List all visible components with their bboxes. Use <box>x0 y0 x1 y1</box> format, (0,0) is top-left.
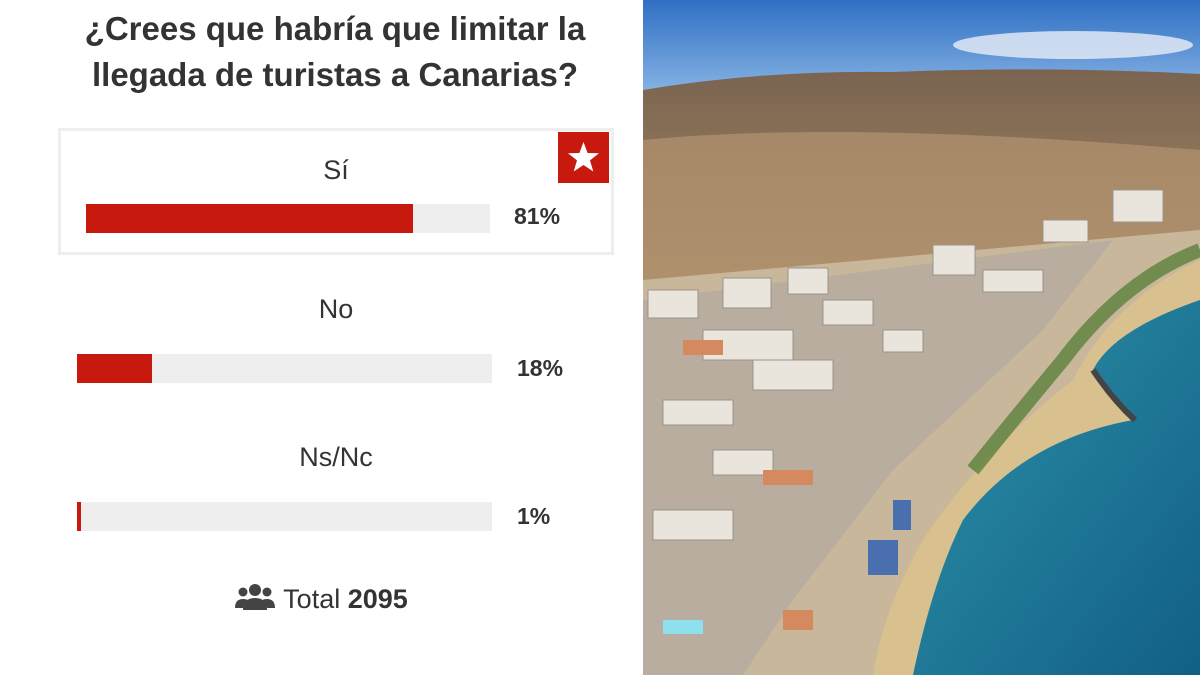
bar <box>86 204 414 233</box>
poll-option: No 18% <box>58 294 614 400</box>
poll-title: ¿Crees que habría que limitar la llegada… <box>84 10 586 93</box>
poll-option: Sí 81% <box>58 128 614 255</box>
bar-track <box>77 502 492 531</box>
star-icon <box>568 142 599 172</box>
percent-label: 81% <box>514 203 561 229</box>
bar <box>77 502 82 531</box>
poll-total: Total 2095 <box>0 582 643 615</box>
bar-track <box>77 354 492 383</box>
poll-option: Ns/Nc 1% <box>58 442 614 548</box>
option-label: Sí <box>323 155 349 185</box>
winner-star <box>558 132 609 183</box>
bar-track <box>86 204 490 233</box>
poll-panel: ¿Crees que habría que limitar la llegada… <box>0 10 643 615</box>
total-label: Total <box>283 584 341 614</box>
option-label: Ns/Nc <box>299 442 373 472</box>
bar <box>77 354 152 383</box>
aerial-photo <box>643 0 1200 675</box>
users-icon <box>235 584 276 610</box>
percent-label: 1% <box>517 503 551 529</box>
percent-label: 18% <box>517 355 564 381</box>
option-label: No <box>318 294 354 324</box>
total-value: 2095 <box>347 584 408 614</box>
